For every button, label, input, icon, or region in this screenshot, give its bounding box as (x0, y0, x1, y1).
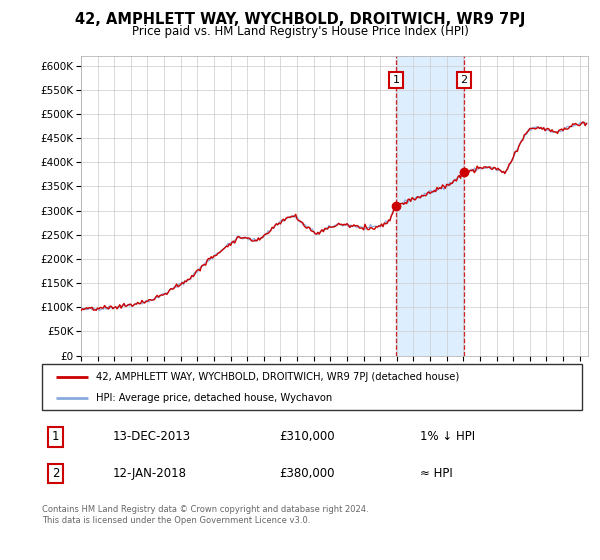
Text: Contains HM Land Registry data © Crown copyright and database right 2024.
This d: Contains HM Land Registry data © Crown c… (42, 505, 368, 525)
Text: 13-DEC-2013: 13-DEC-2013 (112, 430, 190, 444)
Text: £380,000: £380,000 (280, 467, 335, 480)
FancyBboxPatch shape (42, 364, 582, 410)
Text: Price paid vs. HM Land Registry's House Price Index (HPI): Price paid vs. HM Land Registry's House … (131, 25, 469, 38)
Text: ≈ HPI: ≈ HPI (420, 467, 453, 480)
Bar (396, 56, 464, 356)
Text: 1: 1 (52, 430, 59, 444)
Text: 1: 1 (392, 75, 400, 85)
Text: HPI: Average price, detached house, Wychavon: HPI: Average price, detached house, Wych… (96, 393, 332, 403)
Text: 42, AMPHLETT WAY, WYCHBOLD, DROITWICH, WR9 7PJ: 42, AMPHLETT WAY, WYCHBOLD, DROITWICH, W… (75, 12, 525, 27)
Text: 42, AMPHLETT WAY, WYCHBOLD, DROITWICH, WR9 7PJ (detached house): 42, AMPHLETT WAY, WYCHBOLD, DROITWICH, W… (96, 372, 459, 382)
Text: £310,000: £310,000 (280, 430, 335, 444)
Text: 2: 2 (460, 75, 467, 85)
Text: 12-JAN-2018: 12-JAN-2018 (112, 467, 186, 480)
Text: 2: 2 (52, 467, 59, 480)
Text: 1% ↓ HPI: 1% ↓ HPI (420, 430, 475, 444)
